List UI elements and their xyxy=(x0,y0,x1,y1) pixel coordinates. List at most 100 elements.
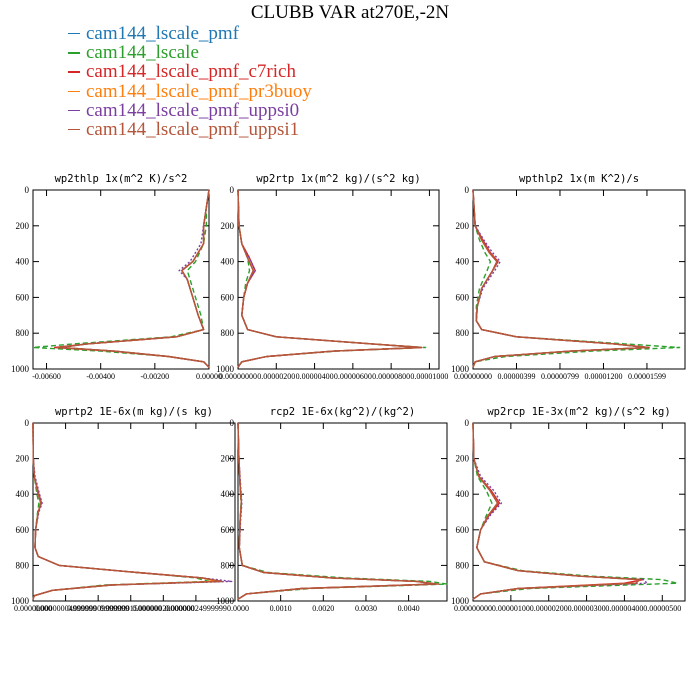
legend-label: cam144_lscale_pmf xyxy=(86,23,240,44)
plot-frame xyxy=(472,422,686,602)
y-tick-label: 200 xyxy=(221,454,235,464)
legend: cam144_lscale_pmf cam144_lscale cam144_lsc… xyxy=(68,24,312,139)
subplot-title: wp2rcp 1E-3x(m^2 kg)/(s^2 kg) xyxy=(487,406,670,418)
y-tick-label: 400 xyxy=(221,489,235,499)
subplot: rcp2 1E-6x(kg^2)/(kg^2) 0 200 400 600 800 1000… xyxy=(216,406,448,613)
x-tick-label: 0.00000200 xyxy=(257,372,295,381)
legend-label: cam144_lscale_pmf_c7rich xyxy=(86,61,296,83)
x-tick-label: 0.00000 xyxy=(196,372,222,381)
subplot-title: wp2rtp 1x(m^2 kg)/(s^2 kg) xyxy=(256,173,420,185)
subplot-title: wpthlp2 1x(m K^2)/s xyxy=(519,173,639,185)
y-tick-label: 600 xyxy=(456,292,470,302)
legend-label: cam144_lscale_pmf_uppsi0 xyxy=(86,99,300,121)
y-tick-label: 400 xyxy=(221,257,235,267)
x-tick-label: 0.00000500 xyxy=(643,604,681,613)
y-tick-label: 800 xyxy=(16,560,30,570)
x-tick-label: 0.00000000 xyxy=(219,372,257,381)
y-tick-label: 400 xyxy=(456,489,470,499)
y-tick-label: 0 xyxy=(230,418,235,428)
subplot-title: wp2thlp 1x(m^2 K)/s^2 xyxy=(55,173,188,185)
x-tick-label: 0.00000004999999 xyxy=(35,604,97,613)
y-tick-label: 200 xyxy=(221,221,235,231)
legend-item: cam144_lscale_pmf_uppsi0 xyxy=(68,101,312,120)
y-tick-label: 800 xyxy=(456,560,470,570)
x-tick-label: 0.00000399 xyxy=(497,372,535,381)
y-tick-label: 0 xyxy=(230,185,235,195)
x-tick-label: 0.0010 xyxy=(270,604,292,613)
legend-label: cam144_lscale_pmf_pr3buoy xyxy=(86,80,312,102)
y-tick-label: 1000 xyxy=(11,364,30,374)
x-tick-label: 0.00000100 xyxy=(492,604,530,613)
y-tick-label: 600 xyxy=(456,525,470,535)
y-tick-label: 400 xyxy=(16,257,30,267)
x-tick-label: 0.00000009999999 xyxy=(67,604,129,613)
x-tick-label: 0.00000000 xyxy=(14,604,52,613)
x-tick-label: -0.00400 xyxy=(86,372,115,381)
x-tick-label: 0.0030 xyxy=(355,604,377,613)
legend-label: cam144_lscale xyxy=(86,42,199,64)
x-tick-label: 0.00000000 xyxy=(454,372,492,381)
y-tick-label: 600 xyxy=(16,292,30,302)
series-line xyxy=(59,189,210,368)
plot-frame xyxy=(472,189,686,370)
legend-swatch xyxy=(68,71,80,73)
y-tick-label: 400 xyxy=(456,257,470,267)
series-line xyxy=(32,422,223,600)
x-tick-label: 0.00000300 xyxy=(568,604,606,613)
y-tick-label: 600 xyxy=(221,525,235,535)
x-tick-label: 0.0020 xyxy=(312,604,334,613)
legend-item: cam144_lscale_pmf_uppsi1 xyxy=(68,120,312,139)
x-tick-label: 0.00000020000000 xyxy=(132,604,194,613)
series-line xyxy=(472,422,679,600)
series-line xyxy=(32,422,233,600)
legend-swatch xyxy=(68,109,80,112)
plot-frame xyxy=(237,422,448,602)
y-tick-label: 1000 xyxy=(451,364,470,374)
series-line xyxy=(472,189,649,368)
x-tick-label: 0.00000800 xyxy=(372,372,410,381)
y-tick-label: 200 xyxy=(16,221,30,231)
y-tick-label: 800 xyxy=(221,560,235,570)
x-tick-label: 0.00000799 xyxy=(541,372,579,381)
y-tick-label: 0 xyxy=(465,185,470,195)
y-tick-label: 0 xyxy=(25,185,30,195)
series-line xyxy=(32,422,210,600)
y-tick-label: 800 xyxy=(16,328,30,338)
series-line xyxy=(472,422,641,600)
legend-item: cam144_lscale_pmf xyxy=(68,24,312,43)
subplot: wp2rcp 1E-3x(m^2 kg)/(s^2 kg) 0 200 400 600 8… xyxy=(451,406,686,613)
series-line xyxy=(32,422,217,600)
plot-frame xyxy=(237,189,440,370)
y-tick-label: 800 xyxy=(221,328,235,338)
series-line xyxy=(237,422,440,600)
series-line xyxy=(472,422,645,600)
x-tick-label: 0.00001599 xyxy=(628,372,666,381)
y-tick-label: 1000 xyxy=(451,596,470,606)
series-line xyxy=(32,422,220,600)
legend-item: cam144_lscale_pmf_c7rich xyxy=(68,61,312,83)
subplot: wprtp2 1E-6x(m kg)/(s kg) 0 200 400 600 800 10… xyxy=(11,406,236,613)
subplot-title: wprtp2 1E-6x(m kg)/(s kg) xyxy=(55,406,213,418)
y-tick-label: 200 xyxy=(16,454,30,464)
x-tick-label: 0.00000400 xyxy=(605,604,643,613)
legend-swatch xyxy=(68,128,80,131)
x-tick-label: 0.0040 xyxy=(398,604,420,613)
legend-swatch xyxy=(68,52,80,54)
x-tick-label: 0.00000600 xyxy=(334,372,372,381)
legend-item: cam144_lscale_pmf_pr3buoy xyxy=(68,82,312,101)
legend-swatch xyxy=(68,32,80,35)
y-tick-label: 1000 xyxy=(11,596,30,606)
y-tick-label: 600 xyxy=(221,292,235,302)
x-tick-label: 0.00000024999999 xyxy=(165,604,227,613)
x-tick-label: 0.0000 xyxy=(227,604,249,613)
x-tick-label: 0.00000015000000 xyxy=(100,604,162,613)
y-tick-label: 200 xyxy=(456,221,470,231)
legend-item: cam144_lscale xyxy=(68,43,312,62)
y-tick-label: 400 xyxy=(16,489,30,499)
legend-swatch xyxy=(68,90,80,92)
x-tick-label: -0.00600 xyxy=(32,372,61,381)
y-tick-label: 0 xyxy=(465,418,470,428)
y-tick-label: 200 xyxy=(456,454,470,464)
series-line xyxy=(472,422,648,600)
